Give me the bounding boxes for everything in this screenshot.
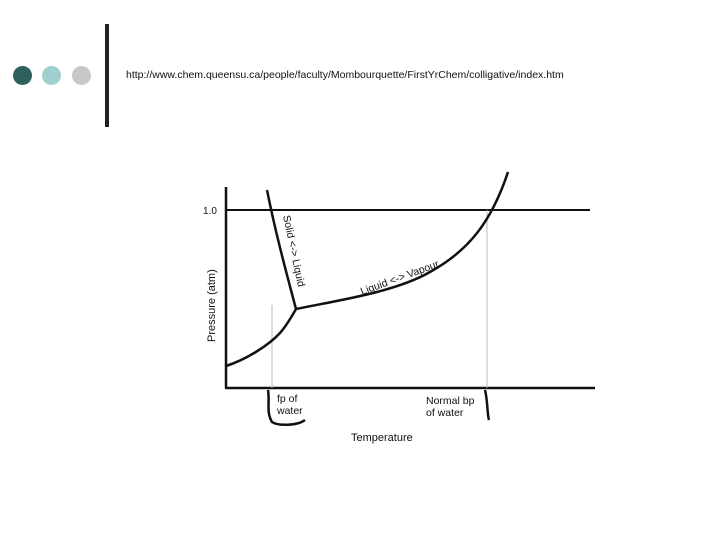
decorative-dot-dark	[13, 66, 32, 85]
bp-label-line2: of water	[426, 407, 464, 419]
decorative-dot-light	[42, 66, 61, 85]
header-divider	[105, 24, 109, 127]
liquid-vapour-curve	[295, 171, 510, 311]
solid-vapour-curve	[225, 308, 298, 368]
solid-liquid-label: Solid <-> Liquid	[280, 214, 307, 288]
fp-label-line1: fp of	[277, 393, 298, 405]
source-url: http://www.chem.queensu.ca/people/facult…	[126, 69, 564, 81]
tick-label-one: 1.0	[203, 206, 217, 217]
decorative-dot-grey	[72, 66, 91, 85]
solid-liquid-curve	[265, 189, 298, 310]
fp-label-line2: water	[276, 405, 303, 417]
bp-bracket	[483, 389, 491, 421]
fp-bracket	[266, 389, 306, 426]
x-axis-label: Temperature	[351, 432, 413, 444]
bp-label-line1: Normal bp	[426, 395, 475, 407]
liquid-vapour-label: Liquid <-> Vapour	[359, 258, 441, 298]
y-axis-label: Pressure (atm)	[206, 269, 218, 342]
